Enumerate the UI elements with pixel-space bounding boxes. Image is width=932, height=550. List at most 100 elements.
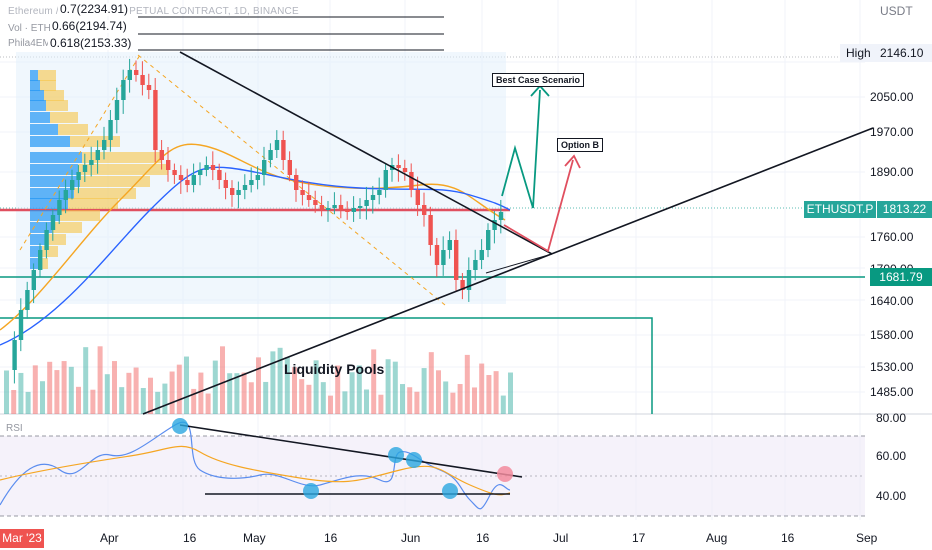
price-tick: 1485.00 xyxy=(870,385,914,399)
ema-fast-line xyxy=(0,143,506,331)
volume-bar xyxy=(299,379,305,414)
volume-bar xyxy=(270,351,276,414)
candle-body xyxy=(313,200,318,205)
volume-bar xyxy=(25,391,31,414)
candle-body xyxy=(242,185,248,190)
symbol-tag: ETHUSDT.P xyxy=(804,201,876,218)
volume-bar xyxy=(191,388,197,414)
candle-body xyxy=(31,270,36,290)
volume-profile-bar xyxy=(30,198,68,209)
candle-body xyxy=(441,250,446,265)
liquidity-pools-label: Liquidity Pools xyxy=(284,361,385,377)
candle-body xyxy=(422,205,427,215)
candle-body xyxy=(236,190,241,195)
volume-profile-bar xyxy=(30,234,46,245)
volume-bar xyxy=(184,356,189,414)
volume-bar xyxy=(248,382,254,414)
candle-body xyxy=(294,175,299,190)
rsi-pane xyxy=(0,418,865,517)
candle-body xyxy=(249,180,254,185)
candle-body xyxy=(44,230,49,250)
volume-profile-bar xyxy=(78,164,168,175)
volume-profile-bar xyxy=(30,136,70,147)
volume-bar xyxy=(320,382,326,414)
high-marker: High 2146.10 xyxy=(840,44,932,62)
candle-body xyxy=(358,206,363,208)
candle-body xyxy=(498,212,504,220)
volume-bar xyxy=(227,373,233,414)
liquidity-zone xyxy=(0,317,653,414)
volume-bar xyxy=(486,375,492,414)
candle-body xyxy=(146,85,152,90)
volume-bar xyxy=(450,392,456,414)
volume-profile-bar xyxy=(42,246,58,257)
volume-bar xyxy=(335,365,341,414)
rsi-pivot-marker xyxy=(497,466,513,482)
volume-bar xyxy=(306,384,312,414)
volume-bar xyxy=(342,391,348,414)
volume-bar xyxy=(18,372,24,414)
volume-bars xyxy=(4,346,513,414)
volume-bar xyxy=(234,373,240,414)
support-level-tag: 1681.79 xyxy=(870,268,932,286)
volume-profile-bar xyxy=(30,188,74,199)
fib-label-0: 0.7(2234.91) xyxy=(58,2,131,16)
volume-profile-bar xyxy=(30,112,50,123)
candle-body xyxy=(82,165,88,172)
volume-bar xyxy=(400,384,405,414)
volume-bar xyxy=(421,368,427,414)
volume-bar xyxy=(500,395,506,414)
time-tick: Jul xyxy=(553,531,569,545)
candle-body xyxy=(428,215,433,245)
time-tick: 16 xyxy=(781,531,795,545)
rsi-pivot-marker xyxy=(442,483,458,499)
rsi-pivot-marker xyxy=(388,447,404,463)
volume-profile-bar xyxy=(30,124,58,135)
volume-bar xyxy=(284,357,290,414)
volume-bar xyxy=(328,395,333,414)
volume-profile-bar xyxy=(44,90,64,101)
indicator-legend: Phila4EMA xyxy=(8,38,58,49)
volume-bar xyxy=(198,372,204,414)
volume-bar xyxy=(61,361,67,414)
candles xyxy=(12,58,504,384)
volume-bar xyxy=(241,372,247,414)
candle-body xyxy=(338,205,344,210)
candle-body xyxy=(332,205,337,208)
candle-body xyxy=(466,270,472,290)
volume-profile-bar xyxy=(68,198,118,209)
candle-body xyxy=(345,210,350,212)
candle-body xyxy=(370,195,376,200)
candle-body xyxy=(281,140,286,160)
current-price-tag: 1813.22 xyxy=(877,201,932,218)
volume-bar xyxy=(54,370,60,414)
candle-body xyxy=(287,160,292,175)
candle-body xyxy=(473,260,478,270)
candle-body xyxy=(108,120,113,140)
time-tick: Jun xyxy=(401,531,421,545)
candle-body xyxy=(102,140,107,150)
volume-bar xyxy=(407,387,413,414)
volume-profile-bar xyxy=(46,234,66,245)
volume-bar xyxy=(212,360,218,414)
rsi-tick: 80.00 xyxy=(876,411,907,425)
volume-bar xyxy=(256,357,261,414)
candle-body xyxy=(479,250,484,260)
candle-body xyxy=(140,75,145,85)
volume-bar xyxy=(90,389,96,414)
candle-body xyxy=(172,170,177,175)
volume-bar xyxy=(76,386,81,414)
dashed-channel-line xyxy=(137,54,446,306)
volume-bar xyxy=(119,387,125,414)
volume-bar xyxy=(479,363,485,414)
option-b-annotation: Option B xyxy=(557,138,603,152)
volume-bar xyxy=(83,347,89,414)
volume-bar xyxy=(493,371,499,414)
candle-body xyxy=(306,195,312,200)
volume-profile-bar xyxy=(30,176,80,187)
time-tick: Aug xyxy=(706,531,728,545)
time-tick: 16 xyxy=(183,531,197,545)
candle-body xyxy=(185,180,190,185)
volume-bar xyxy=(277,347,283,414)
